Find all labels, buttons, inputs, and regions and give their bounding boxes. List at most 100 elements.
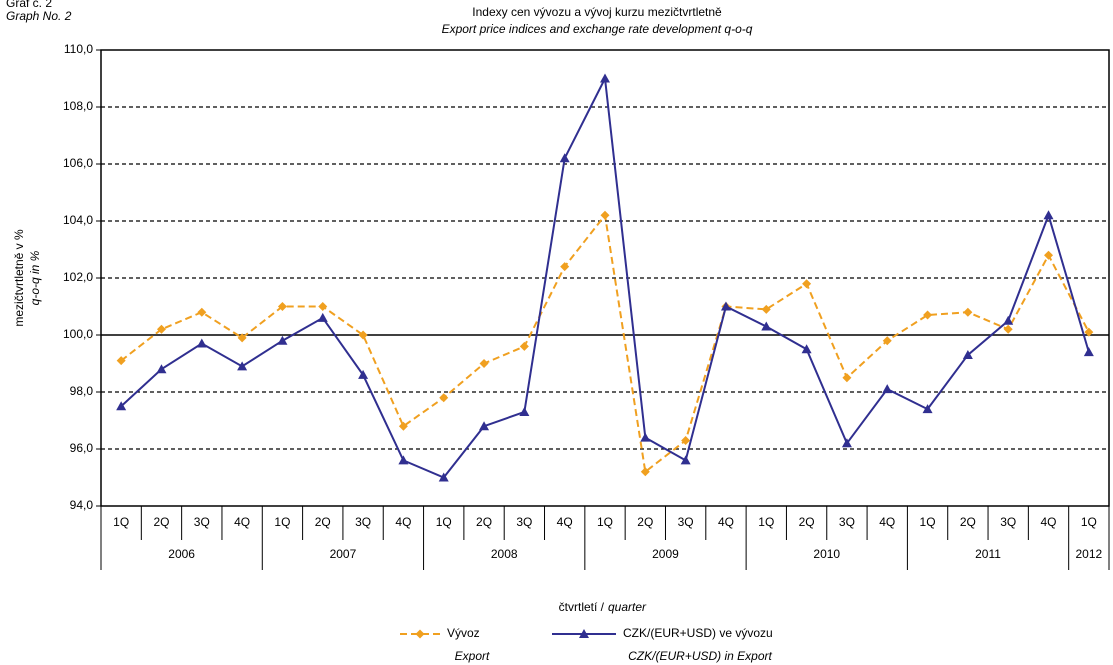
- point: [841, 438, 852, 448]
- x-tick-label: 2Q: [315, 515, 331, 529]
- legend-label-en: CZK/(EUR+USD) in Export: [628, 649, 772, 663]
- x-tick-label: 2Q: [153, 515, 169, 529]
- legend-label: Vývoz: [447, 626, 480, 640]
- series-line: [120, 212, 1090, 474]
- point: [237, 333, 247, 343]
- point: [640, 432, 651, 442]
- year-label: 2009: [652, 547, 679, 561]
- x-tick-label: 3Q: [839, 515, 855, 529]
- point: [1043, 210, 1054, 220]
- legend-label-en: Export: [455, 649, 490, 663]
- point: [479, 359, 489, 368]
- year-label: 2006: [168, 547, 195, 561]
- point: [600, 73, 610, 83]
- legend-marker: [415, 629, 425, 639]
- x-tick-label: 4Q: [557, 515, 573, 529]
- y-tick-label: 100,0: [63, 327, 93, 341]
- year-label: 2010: [813, 547, 840, 561]
- corner-label-en: Graph No. 2: [6, 9, 72, 23]
- year-label: 2012: [1075, 547, 1102, 561]
- x-tick-label: 2Q: [960, 515, 976, 529]
- plot-frame: [100, 49, 1110, 507]
- chart-title: Indexy cen vývozu a vývoj kurzu mezičtvr…: [472, 5, 722, 19]
- point: [962, 349, 973, 359]
- y-axis-label-en: q-o-q in %: [28, 250, 42, 305]
- legend-label: CZK/(EUR+USD) ve vývozu: [623, 626, 773, 640]
- x-tick-label: 3Q: [678, 515, 694, 529]
- x-tick-label: 4Q: [1041, 515, 1057, 529]
- point: [439, 393, 449, 403]
- point: [197, 307, 207, 317]
- x-tick-label: 1Q: [597, 515, 613, 529]
- y-axis-label: mezičtvrtletně v %: [12, 229, 26, 327]
- x-tick-label: 4Q: [234, 515, 250, 529]
- point: [1003, 324, 1013, 334]
- point: [842, 373, 852, 383]
- point: [116, 356, 126, 366]
- point: [358, 330, 368, 340]
- point: [1044, 250, 1054, 260]
- y-tick-label: 98,0: [70, 384, 94, 398]
- x-tick-label: 4Q: [395, 515, 411, 529]
- y-tick-label: 104,0: [63, 213, 93, 227]
- point: [519, 341, 529, 351]
- x-axis-label-en: quarter: [608, 600, 647, 614]
- y-tick-label: 102,0: [63, 270, 93, 284]
- x-tick-label: 1Q: [113, 515, 129, 529]
- point: [922, 404, 933, 414]
- x-tick-label: 3Q: [516, 515, 532, 529]
- y-tick-label: 108,0: [63, 99, 93, 113]
- point: [196, 338, 207, 348]
- y-tick-label: 110,0: [64, 42, 93, 56]
- legend-marker: [579, 629, 589, 638]
- point: [519, 406, 530, 416]
- point: [156, 364, 167, 374]
- point: [1084, 327, 1094, 337]
- point: [438, 472, 449, 482]
- x-tick-label: 2Q: [637, 515, 653, 529]
- x-tick-label: 2Q: [476, 515, 492, 529]
- x-tick-label: 1Q: [1081, 515, 1097, 529]
- point: [237, 361, 248, 371]
- x-tick-label: 1Q: [274, 515, 290, 529]
- point: [479, 421, 490, 431]
- chart-subtitle: Export price indices and exchange rate d…: [442, 22, 753, 36]
- x-tick-label: 1Q: [436, 515, 452, 529]
- point: [963, 307, 973, 317]
- x-tick-label: 4Q: [718, 515, 734, 529]
- year-label: 2011: [975, 547, 1001, 561]
- point: [882, 336, 892, 346]
- point: [277, 335, 288, 345]
- y-tick-label: 96,0: [70, 441, 94, 455]
- x-tick-label: 4Q: [879, 515, 895, 529]
- x-tick-label: 1Q: [920, 515, 936, 529]
- x-tick-label: 3Q: [355, 515, 371, 529]
- x-tick-label: 3Q: [1000, 515, 1016, 529]
- point: [1003, 315, 1014, 325]
- point: [882, 384, 893, 394]
- point: [358, 369, 369, 379]
- corner-label: Graf č. 2: [6, 0, 52, 10]
- point: [761, 321, 772, 331]
- point: [720, 301, 731, 311]
- point: [318, 302, 328, 311]
- x-tick-label: 1Q: [758, 515, 774, 529]
- point: [761, 304, 771, 314]
- point: [317, 312, 328, 322]
- year-label: 2008: [491, 547, 518, 561]
- y-tick-label: 106,0: [63, 156, 93, 170]
- point: [640, 467, 650, 477]
- point: [802, 279, 812, 289]
- point: [1083, 347, 1094, 357]
- point: [277, 302, 287, 311]
- x-tick-label: 2Q: [799, 515, 815, 529]
- point: [559, 153, 570, 163]
- point: [398, 421, 408, 431]
- point: [116, 401, 127, 411]
- point: [600, 210, 610, 220]
- x-axis-label: čtvrtletí /: [559, 600, 605, 614]
- point: [398, 455, 409, 465]
- point: [681, 435, 691, 445]
- point: [560, 262, 570, 272]
